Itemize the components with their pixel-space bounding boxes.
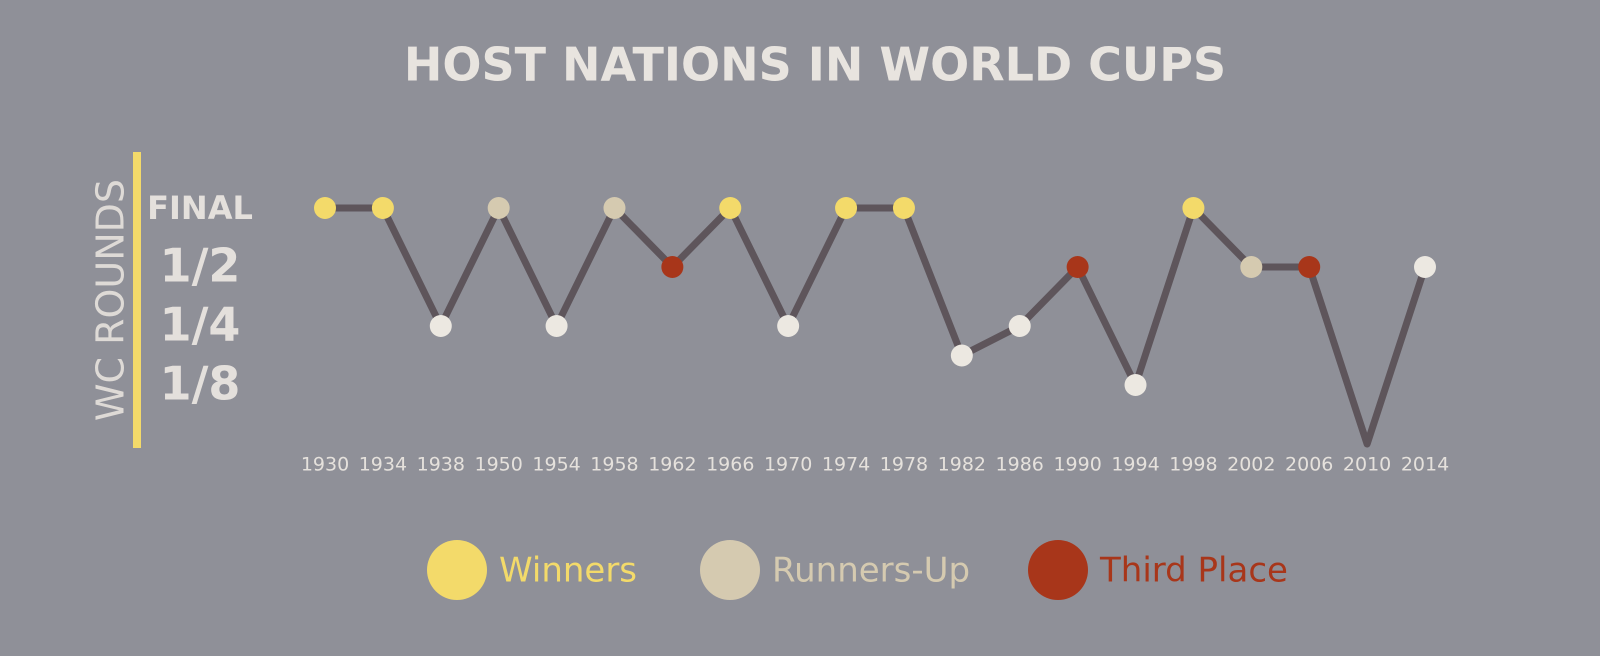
x-tick-label: 2006 <box>1285 454 1333 476</box>
point <box>487 197 510 219</box>
legend-swatch <box>1028 540 1088 600</box>
x-tick-label: 1986 <box>996 454 1044 476</box>
point <box>950 344 973 367</box>
chart-title: HOST NATIONS IN WORLD CUPS <box>404 38 1226 92</box>
point <box>1124 374 1147 396</box>
legend-label: Runners-Up <box>772 551 970 591</box>
x-tick-label: 1954 <box>532 454 580 476</box>
legend-label: Third Place <box>1099 551 1288 591</box>
y-tick-label: 1/4 <box>160 298 241 352</box>
x-tick-label: 2014 <box>1401 454 1449 476</box>
legend-swatch <box>700 540 760 600</box>
y-axis-bar <box>133 152 141 448</box>
y-axis-title: WC ROUNDS <box>89 179 133 421</box>
point <box>1182 197 1205 219</box>
x-tick-label: 1934 <box>359 454 407 476</box>
point <box>314 197 336 219</box>
x-tick-label: 1958 <box>590 454 638 476</box>
point <box>892 197 915 219</box>
x-tick-label: 1938 <box>417 454 465 476</box>
x-tick-label: 1998 <box>1169 454 1217 476</box>
x-tick-label: 1978 <box>880 454 928 476</box>
x-tick-label: 1962 <box>648 454 696 476</box>
point <box>1008 315 1031 337</box>
x-tick-label: 1930 <box>301 454 349 476</box>
point <box>429 315 452 337</box>
point <box>1066 256 1089 278</box>
point <box>1240 256 1263 278</box>
x-tick-label: 2002 <box>1227 454 1275 476</box>
point <box>835 197 858 219</box>
y-tick-label: FINAL <box>147 189 253 227</box>
point <box>371 197 394 219</box>
point <box>719 197 742 219</box>
x-tick-label: 1990 <box>1053 454 1101 476</box>
point <box>603 197 626 219</box>
point <box>1298 256 1321 278</box>
y-tick-label: 1/2 <box>160 239 241 293</box>
point <box>545 315 568 337</box>
line <box>325 204 1429 448</box>
point <box>661 256 684 278</box>
y-tick-label: 1/8 <box>160 357 241 411</box>
x-tick-label: 2010 <box>1343 454 1391 476</box>
x-tick-label: 1982 <box>938 454 986 476</box>
x-tick-label: 1974 <box>822 454 870 476</box>
x-tick-label: 1970 <box>764 454 812 476</box>
x-tick-label: 1950 <box>475 454 523 476</box>
point <box>1414 256 1436 278</box>
legend-swatch <box>427 540 487 600</box>
point <box>777 315 800 337</box>
legend-label: Winners <box>499 551 637 591</box>
x-tick-label: 1994 <box>1111 454 1159 476</box>
x-tick-label: 1966 <box>706 454 754 476</box>
